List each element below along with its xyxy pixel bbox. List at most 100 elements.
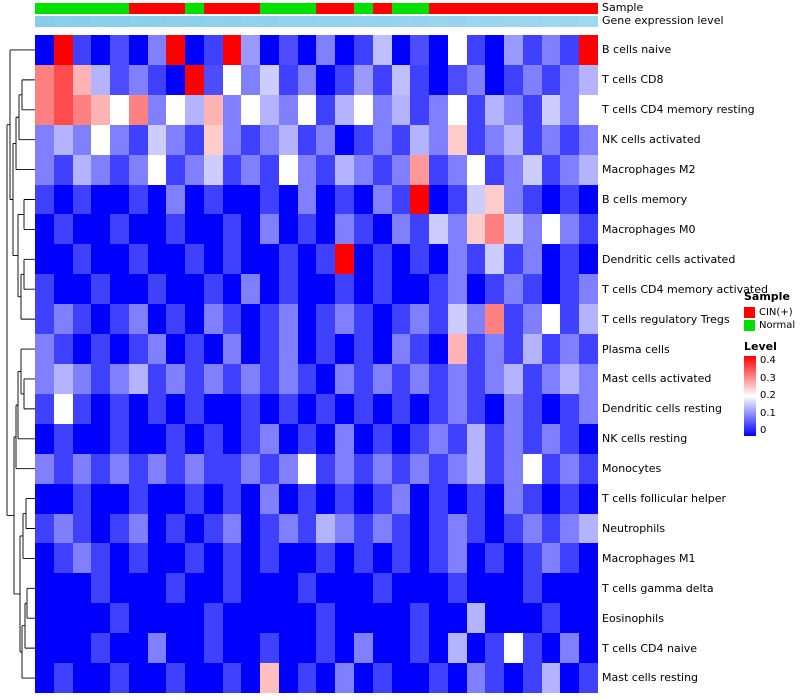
heatmap-cell	[541, 423, 561, 454]
heatmap-cell	[354, 124, 373, 155]
sample-annotation-cell	[522, 3, 542, 14]
heatmap-cell	[241, 244, 261, 275]
heatmap-cell	[260, 304, 279, 335]
heatmap-cell	[185, 35, 204, 65]
heatmap-cell	[297, 184, 317, 215]
heatmap-cell	[128, 274, 148, 305]
heatmap-cell	[166, 334, 186, 364]
heatmap-cell	[203, 423, 223, 454]
heatmap-cell	[372, 363, 392, 394]
row-label: T cells CD8	[602, 73, 664, 87]
heatmap-cell	[297, 363, 317, 394]
heatmap-cell	[260, 483, 279, 514]
heatmap-cell	[372, 513, 392, 544]
heatmap-cell	[485, 124, 505, 155]
normal-color-swatch	[744, 320, 755, 331]
heatmap-cell	[35, 304, 54, 335]
heatmap-cell	[335, 363, 355, 394]
heatmap-cell	[128, 35, 148, 65]
heatmap-cell	[429, 244, 448, 275]
heatmap-cell	[35, 573, 54, 604]
heatmap-cell	[91, 244, 111, 275]
heatmap-cell	[316, 214, 336, 245]
heatmap-cell	[485, 184, 505, 215]
row-label: NK cells activated	[602, 133, 701, 147]
heatmap-cell	[222, 214, 242, 245]
heatmap-cell	[391, 274, 411, 305]
heatmap-cell	[241, 64, 261, 95]
heatmap-cell	[410, 363, 430, 394]
heatmap-cell	[410, 573, 430, 604]
sample-annotation-cell	[260, 3, 279, 14]
heatmap-cell	[110, 304, 129, 335]
heatmap-cell	[185, 334, 204, 364]
heatmap-cell	[485, 274, 505, 305]
heatmap-cell	[316, 244, 336, 275]
heatmap-cell	[53, 35, 73, 65]
expression-annotation-cell	[278, 16, 298, 27]
heatmap-cell	[203, 453, 223, 484]
sample-annotation-cell	[147, 3, 167, 14]
heatmap-cell	[110, 184, 129, 215]
heatmap-cell	[91, 663, 111, 693]
heatmap-cell	[241, 453, 261, 484]
legend-level-title: Level	[744, 340, 777, 353]
heatmap-cell	[485, 304, 505, 335]
heatmap-cell	[278, 513, 298, 544]
heatmap-cell	[579, 304, 598, 335]
heatmap-cell	[260, 244, 279, 275]
heatmap-cell	[35, 64, 54, 95]
heatmap-cell	[241, 573, 261, 604]
heatmap-cell	[72, 154, 92, 185]
heatmap-cell	[429, 35, 448, 65]
heatmap-cell	[354, 513, 373, 544]
heatmap-cell	[241, 304, 261, 335]
heatmap-cell	[278, 214, 298, 245]
heatmap-cell	[447, 453, 467, 484]
heatmap-cell	[504, 154, 523, 185]
heatmap-cell	[579, 483, 598, 514]
heatmap-cell	[316, 633, 336, 664]
heatmap-cell	[410, 274, 430, 305]
heatmap-cell	[128, 304, 148, 335]
heatmap-cell	[560, 423, 580, 454]
heatmap-cell	[560, 663, 580, 693]
heatmap-cell	[485, 663, 505, 693]
heatmap-cell	[447, 363, 467, 394]
expression-annotation-cell	[410, 16, 430, 27]
heatmap-cell	[316, 453, 336, 484]
heatmap-cell	[297, 663, 317, 693]
heatmap-cell	[241, 543, 261, 574]
heatmap-cell	[53, 513, 73, 544]
heatmap-cell	[335, 513, 355, 544]
heatmap-cell	[541, 334, 561, 364]
heatmap-cell	[241, 513, 261, 544]
heatmap-cell	[260, 64, 279, 95]
heatmap-cell	[185, 663, 204, 693]
heatmap-cell	[316, 94, 336, 125]
heatmap-cell	[91, 94, 111, 125]
heatmap-cell	[372, 274, 392, 305]
dendrogram-lines	[6, 49, 35, 679]
heatmap-cell	[72, 603, 92, 634]
heatmap-cell	[429, 423, 448, 454]
heatmap-cell	[110, 423, 129, 454]
heatmap-cell	[504, 483, 523, 514]
heatmap-cell	[447, 543, 467, 574]
heatmap-cell	[241, 423, 261, 454]
heatmap-cell	[241, 214, 261, 245]
heatmap-cell	[128, 334, 148, 364]
sample-annotation-cell	[35, 3, 54, 14]
heatmap-cell	[504, 393, 523, 424]
heatmap-cell	[222, 453, 242, 484]
heatmap-cell	[203, 363, 223, 394]
expression-annotation-cell	[541, 16, 561, 27]
heatmap-cell	[522, 274, 542, 305]
row-label: T cells CD4 naive	[602, 641, 698, 655]
heatmap-cell	[522, 94, 542, 125]
heatmap-cell	[278, 393, 298, 424]
heatmap-cell	[110, 573, 129, 604]
heatmap-cell	[522, 423, 542, 454]
heatmap-cell	[35, 154, 54, 185]
heatmap-cell	[166, 304, 186, 335]
